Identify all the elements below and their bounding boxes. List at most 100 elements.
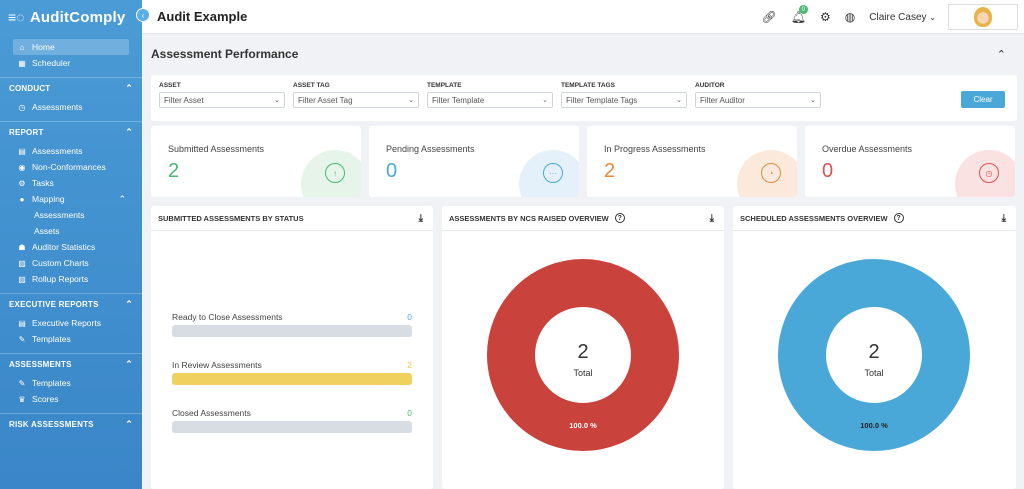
user-name: Claire Casey (869, 11, 927, 23)
sidebar-item-label: Home (32, 42, 55, 52)
panel-scheduled: SCHEDULED ASSESSMENTS OVERVIEW? ⤓ 2 Total… (733, 206, 1016, 489)
sidebar-item-tasks[interactable]: ⚙ Tasks (0, 175, 142, 191)
sidebar-item-executive-reports[interactable]: ▤ Executive Reports (0, 315, 142, 331)
panel-ncs: ASSESSMENTS BY NCS RAISED OVERVIEW? ⤓ 2 T… (442, 206, 724, 489)
performance-header: Assessment Performance ⌃ (142, 35, 1024, 73)
sidebar-item-label: Scheduler (32, 58, 71, 68)
card-value: 2 (168, 160, 180, 182)
panel-title: ASSESSMENTS BY NCS RAISED OVERVIEW (449, 213, 609, 223)
section-risk-assessments[interactable]: RISK ASSESSMENTS ⌃ (0, 413, 142, 435)
filter-label: AUDITOR (695, 82, 725, 89)
filter-bar: ASSET Filter Asset ⌄ ASSET TAG Filter Ass… (151, 75, 1017, 121)
chevron-up-icon[interactable]: ⌃ (996, 48, 1006, 61)
edit-icon: ✎ (18, 334, 26, 344)
filter-label: ASSET (159, 82, 181, 89)
clock-icon: ◔ (761, 163, 781, 183)
status-bar (172, 421, 412, 433)
sidebar-item-mapping-assessments[interactable]: Assessments (0, 207, 142, 223)
home-icon: ⌂ (19, 42, 25, 52)
status-row-closed: Closed Assessments 0 (172, 408, 412, 433)
sidebar-item-report-assessments[interactable]: ▤ Assessments (0, 143, 142, 159)
donut-total-label: Total (573, 368, 592, 378)
sidebar-item-label: Templates (32, 334, 71, 344)
collapse-sidebar-button[interactable]: ‹ (136, 8, 150, 22)
section-conduct[interactable]: CONDUCT ⌃ (0, 77, 142, 99)
section-report[interactable]: REPORT ⌃ (0, 121, 142, 143)
table-icon: ▤ (18, 146, 26, 156)
template-select[interactable]: Filter Template ⌄ (427, 92, 553, 108)
chevron-left-icon: ‹ (141, 10, 145, 20)
download-icon[interactable]: ⤓ (1001, 212, 1006, 224)
chevron-up-icon: ⌃ (118, 193, 126, 204)
chevron-down-icon: ⌄ (542, 97, 548, 104)
card-in-progress[interactable]: In Progress Assessments 2 ◔ (587, 126, 797, 197)
section-title: EXECUTIVE REPORTS (9, 300, 99, 309)
section-assessments[interactable]: ASSESSMENTS ⌃ (0, 353, 142, 375)
filter-asset: ASSET Filter Asset ⌄ (159, 82, 293, 121)
donut-slice[interactable] (778, 259, 970, 451)
sidebar-item-label: Custom Charts (32, 258, 89, 268)
chevron-up-icon: ⌃ (125, 419, 133, 429)
select-placeholder: Filter Template (432, 95, 485, 105)
gear-icon[interactable]: ⚙ (820, 10, 831, 24)
sidebar-item-non-conformances[interactable]: ◉ Non-Conformances (0, 159, 142, 175)
help-icon[interactable]: ? (614, 213, 625, 223)
sidebar-item-rollup-reports[interactable]: ▨ Rollup Reports (0, 271, 142, 287)
sidebar-item-auditor-statistics[interactable]: ☗ Auditor Statistics (0, 239, 142, 255)
sidebar-item-label: Assessments (32, 102, 83, 112)
sidebar-item-home[interactable]: ⌂ Home (13, 39, 129, 55)
card-value: 0 (822, 160, 834, 182)
donut-slice[interactable] (487, 259, 679, 451)
pin-icon: ● (19, 194, 25, 204)
select-placeholder: Filter Asset (164, 95, 204, 105)
edit-icon: ✎ (18, 378, 26, 388)
card-pending[interactable]: Pending Assessments 0 ··· (369, 126, 579, 197)
chevron-down-icon: ⌄ (274, 97, 280, 104)
sidebar-item-scheduler[interactable]: ▦ Scheduler (0, 55, 142, 71)
panel-title: SUBMITTED ASSESSMENTS BY STATUS (158, 213, 304, 223)
sidebar-item-label: Scores (32, 394, 59, 404)
asset-select[interactable]: Filter Asset ⌄ (159, 92, 285, 108)
card-submitted[interactable]: Submitted Assessments 2 ↑ (151, 126, 361, 197)
link-icon[interactable]: 🔗︎ (761, 10, 777, 24)
chevron-down-icon: ⌄ (408, 97, 414, 104)
clear-button[interactable]: Clear (961, 91, 1005, 108)
sidebar-item-label: Assets (34, 226, 60, 236)
sidebar-item-exec-templates[interactable]: ✎ Templates (0, 331, 142, 347)
panel-status: SUBMITTED ASSESSMENTS BY STATUS ⤓ Ready t… (151, 206, 433, 489)
chevron-down-icon: ⌄ (676, 97, 682, 104)
help-icon[interactable]: ? (893, 213, 904, 223)
donut-total-label: Total (864, 368, 883, 378)
donut-percent: 100.0 % (569, 421, 597, 430)
section-executive-reports[interactable]: EXECUTIVE REPORTS ⌃ (0, 293, 142, 315)
download-icon[interactable]: ⤓ (418, 212, 423, 224)
users-icon: ☗ (18, 242, 26, 252)
filter-template-tags: TEMPLATE TAGS Filter Template Tags ⌄ (561, 82, 695, 121)
status-row-review: In Review Assessments 2 (172, 360, 412, 385)
card-title: In Progress Assessments (604, 144, 706, 154)
chevron-up-icon: ⌃ (125, 359, 133, 369)
auditor-select[interactable]: Filter Auditor ⌄ (695, 92, 821, 108)
sidebar-item-custom-charts[interactable]: ▨ Custom Charts (0, 255, 142, 271)
card-overdue[interactable]: Overdue Assessments 0 ◷ (805, 126, 1015, 197)
brand[interactable]: ≡◌ AuditComply (0, 0, 142, 34)
download-icon[interactable]: ⤓ (709, 212, 714, 224)
sidebar-item-conduct-assessments[interactable]: ◷ Assessments (0, 99, 142, 115)
card-title: Submitted Assessments (168, 144, 265, 154)
avatar-box[interactable] (948, 4, 1018, 30)
donut-total: 2 (868, 341, 879, 363)
section-title: REPORT (9, 128, 44, 137)
user-menu[interactable]: Claire Casey ⌄ (869, 12, 936, 23)
globe-icon[interactable]: ◍ (844, 10, 856, 24)
donut-total: 2 (577, 341, 588, 363)
sidebar-item-mapping[interactable]: ● Mapping ⌃ (0, 191, 142, 207)
card-title: Overdue Assessments (822, 144, 913, 154)
asset-tag-select[interactable]: Filter Asset Tag ⌄ (293, 92, 419, 108)
sidebar-item-scores[interactable]: ♛ Scores (0, 391, 142, 407)
bell-icon[interactable]: 🔔︎ 0 (790, 5, 808, 24)
sidebar-item-templates[interactable]: ✎ Templates (0, 375, 142, 391)
sidebar-item-label: Non-Conformances (32, 162, 106, 172)
eye-icon: ◉ (18, 162, 26, 172)
sidebar-item-mapping-assets[interactable]: Assets (0, 223, 142, 239)
template-tags-select[interactable]: Filter Template Tags ⌄ (561, 92, 687, 108)
